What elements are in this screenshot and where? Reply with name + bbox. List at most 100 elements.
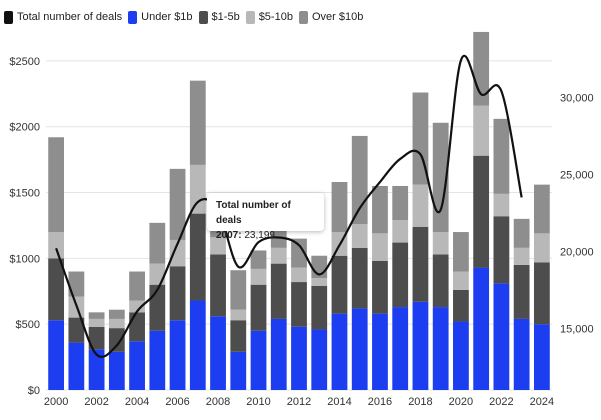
bar-5-10b-2004[interactable]	[129, 300, 145, 313]
bar-1-5b-2004[interactable]	[129, 312, 145, 342]
bar-5-10b-2016[interactable]	[372, 233, 388, 261]
bar-over-10b-2024[interactable]	[533, 184, 550, 234]
bar-over-10b-2009[interactable]	[230, 270, 247, 310]
bar-over-10b-2023[interactable]	[513, 218, 530, 248]
bar-over-10b-2014[interactable]	[331, 182, 348, 233]
bar-under-1b-2007[interactable]	[189, 300, 206, 390]
bar-under-1b-2020[interactable]	[453, 321, 469, 390]
bar-under-1b-2021[interactable]	[473, 267, 490, 390]
bar-5-10b-2012[interactable]	[291, 267, 307, 283]
bar-over-10b-2022[interactable]	[493, 118, 510, 194]
bar-5-10b-2015[interactable]	[351, 224, 368, 248]
bar-over-10b-2010[interactable]	[250, 250, 267, 269]
bar-1-5b-2011[interactable]	[270, 263, 287, 319]
bar-over-10b-2019[interactable]	[432, 122, 449, 233]
bar-5-10b-2013[interactable]	[311, 278, 328, 287]
bar-over-10b-2017[interactable]	[392, 185, 409, 221]
bar-under-1b-2003[interactable]	[108, 351, 125, 390]
bar-1-5b-2002[interactable]	[88, 326, 105, 350]
bar-under-1b-2009[interactable]	[230, 351, 247, 390]
bar-under-1b-2002[interactable]	[88, 349, 105, 390]
bar-5-10b-2023[interactable]	[513, 247, 530, 265]
bar-5-10b-2000[interactable]	[48, 232, 65, 259]
bar-1-5b-2012[interactable]	[291, 282, 307, 327]
bar-over-10b-2007[interactable]	[189, 80, 206, 165]
bar-under-1b-2001[interactable]	[68, 342, 85, 390]
bar-over-10b-2012[interactable]	[291, 238, 307, 268]
bar-1-5b-2015[interactable]	[351, 247, 368, 309]
bar-under-1b-2017[interactable]	[392, 307, 409, 390]
bar-under-1b-2011[interactable]	[270, 318, 287, 390]
bar-under-1b-2005[interactable]	[149, 330, 166, 390]
x-tick: 2000	[44, 396, 68, 408]
legend-item-5-10b[interactable]: $5-10b	[245, 10, 293, 24]
bar-1-5b-2016[interactable]	[372, 260, 388, 314]
bar-over-10b-2002[interactable]	[88, 312, 105, 319]
bar-5-10b-2021[interactable]	[473, 105, 490, 156]
bar-under-1b-2016[interactable]	[372, 313, 388, 390]
bar-1-5b-2018[interactable]	[412, 226, 429, 302]
bar-over-10b-2004[interactable]	[129, 271, 145, 301]
bar-over-10b-2001[interactable]	[68, 271, 85, 297]
legend-item-under-1b[interactable]: Under $1b	[128, 10, 193, 24]
bar-under-1b-2006[interactable]	[169, 320, 186, 390]
bar-under-1b-2000[interactable]	[48, 320, 65, 390]
bar-5-10b-2010[interactable]	[250, 268, 267, 285]
bar-5-10b-2006[interactable]	[169, 239, 186, 267]
bar-5-10b-2009[interactable]	[230, 309, 247, 321]
bar-5-10b-2024[interactable]	[533, 233, 550, 263]
bar-1-5b-2017[interactable]	[392, 242, 409, 308]
bar-1-5b-2013[interactable]	[311, 286, 328, 330]
bar-over-10b-2020[interactable]	[453, 232, 469, 272]
bar-1-5b-2008[interactable]	[210, 254, 226, 317]
bar-1-5b-2003[interactable]	[108, 328, 125, 352]
bar-5-10b-2007[interactable]	[189, 164, 206, 214]
bar-over-10b-2006[interactable]	[169, 168, 186, 240]
bar-under-1b-2019[interactable]	[432, 307, 449, 390]
bar-under-1b-2015[interactable]	[351, 308, 368, 390]
bar-1-5b-2023[interactable]	[513, 264, 530, 319]
legend-item-over-10b[interactable]: Over $10b	[298, 10, 363, 24]
bar-under-1b-2004[interactable]	[129, 341, 145, 390]
bar-1-5b-2006[interactable]	[169, 266, 186, 321]
bar-under-1b-2024[interactable]	[533, 324, 550, 390]
legend-item-1-5b[interactable]: $1-5b	[198, 10, 240, 24]
bar-5-10b-2019[interactable]	[432, 232, 449, 255]
x-tick: 2014	[327, 396, 351, 408]
bar-1-5b-2014[interactable]	[331, 255, 348, 314]
legend-item-total-number-of-deals[interactable]: Total number of deals	[4, 10, 122, 24]
bar-5-10b-2020[interactable]	[453, 271, 469, 290]
bar-under-1b-2013[interactable]	[311, 329, 328, 390]
bar-5-10b-2017[interactable]	[392, 220, 409, 243]
bar-1-5b-2024[interactable]	[533, 262, 550, 325]
bar-1-5b-2019[interactable]	[432, 254, 449, 308]
bar-under-1b-2023[interactable]	[513, 318, 530, 390]
bar-1-5b-2020[interactable]	[453, 289, 469, 322]
bar-under-1b-2018[interactable]	[412, 301, 429, 390]
bar-under-1b-2008[interactable]	[210, 316, 226, 390]
bar-5-10b-2005[interactable]	[149, 263, 166, 285]
bar-over-10b-2016[interactable]	[372, 185, 388, 234]
bar-1-5b-2001[interactable]	[68, 317, 85, 343]
bar-5-10b-2018[interactable]	[412, 184, 429, 227]
bar-over-10b-2003[interactable]	[108, 309, 125, 319]
bar-under-1b-2012[interactable]	[291, 326, 307, 390]
bar-5-10b-2003[interactable]	[108, 318, 125, 329]
bar-5-10b-2002[interactable]	[88, 318, 105, 327]
bar-under-1b-2010[interactable]	[250, 330, 267, 390]
bar-1-5b-2021[interactable]	[473, 155, 490, 268]
bar-1-5b-2022[interactable]	[493, 216, 510, 284]
bar-5-10b-2022[interactable]	[493, 193, 510, 217]
bar-under-1b-2014[interactable]	[331, 313, 348, 390]
bar-over-10b-2005[interactable]	[149, 222, 166, 264]
legend-swatch	[298, 10, 308, 24]
bar-1-5b-2009[interactable]	[230, 320, 247, 352]
bar-1-5b-2007[interactable]	[189, 213, 206, 301]
bar-5-10b-2008[interactable]	[210, 237, 226, 255]
bar-1-5b-2010[interactable]	[250, 284, 267, 331]
bar-under-1b-2022[interactable]	[493, 283, 510, 390]
bar-1-5b-2000[interactable]	[48, 258, 65, 321]
bar-5-10b-2011[interactable]	[270, 247, 287, 264]
bar-over-10b-2000[interactable]	[48, 137, 65, 233]
bar-over-10b-2015[interactable]	[351, 135, 368, 225]
